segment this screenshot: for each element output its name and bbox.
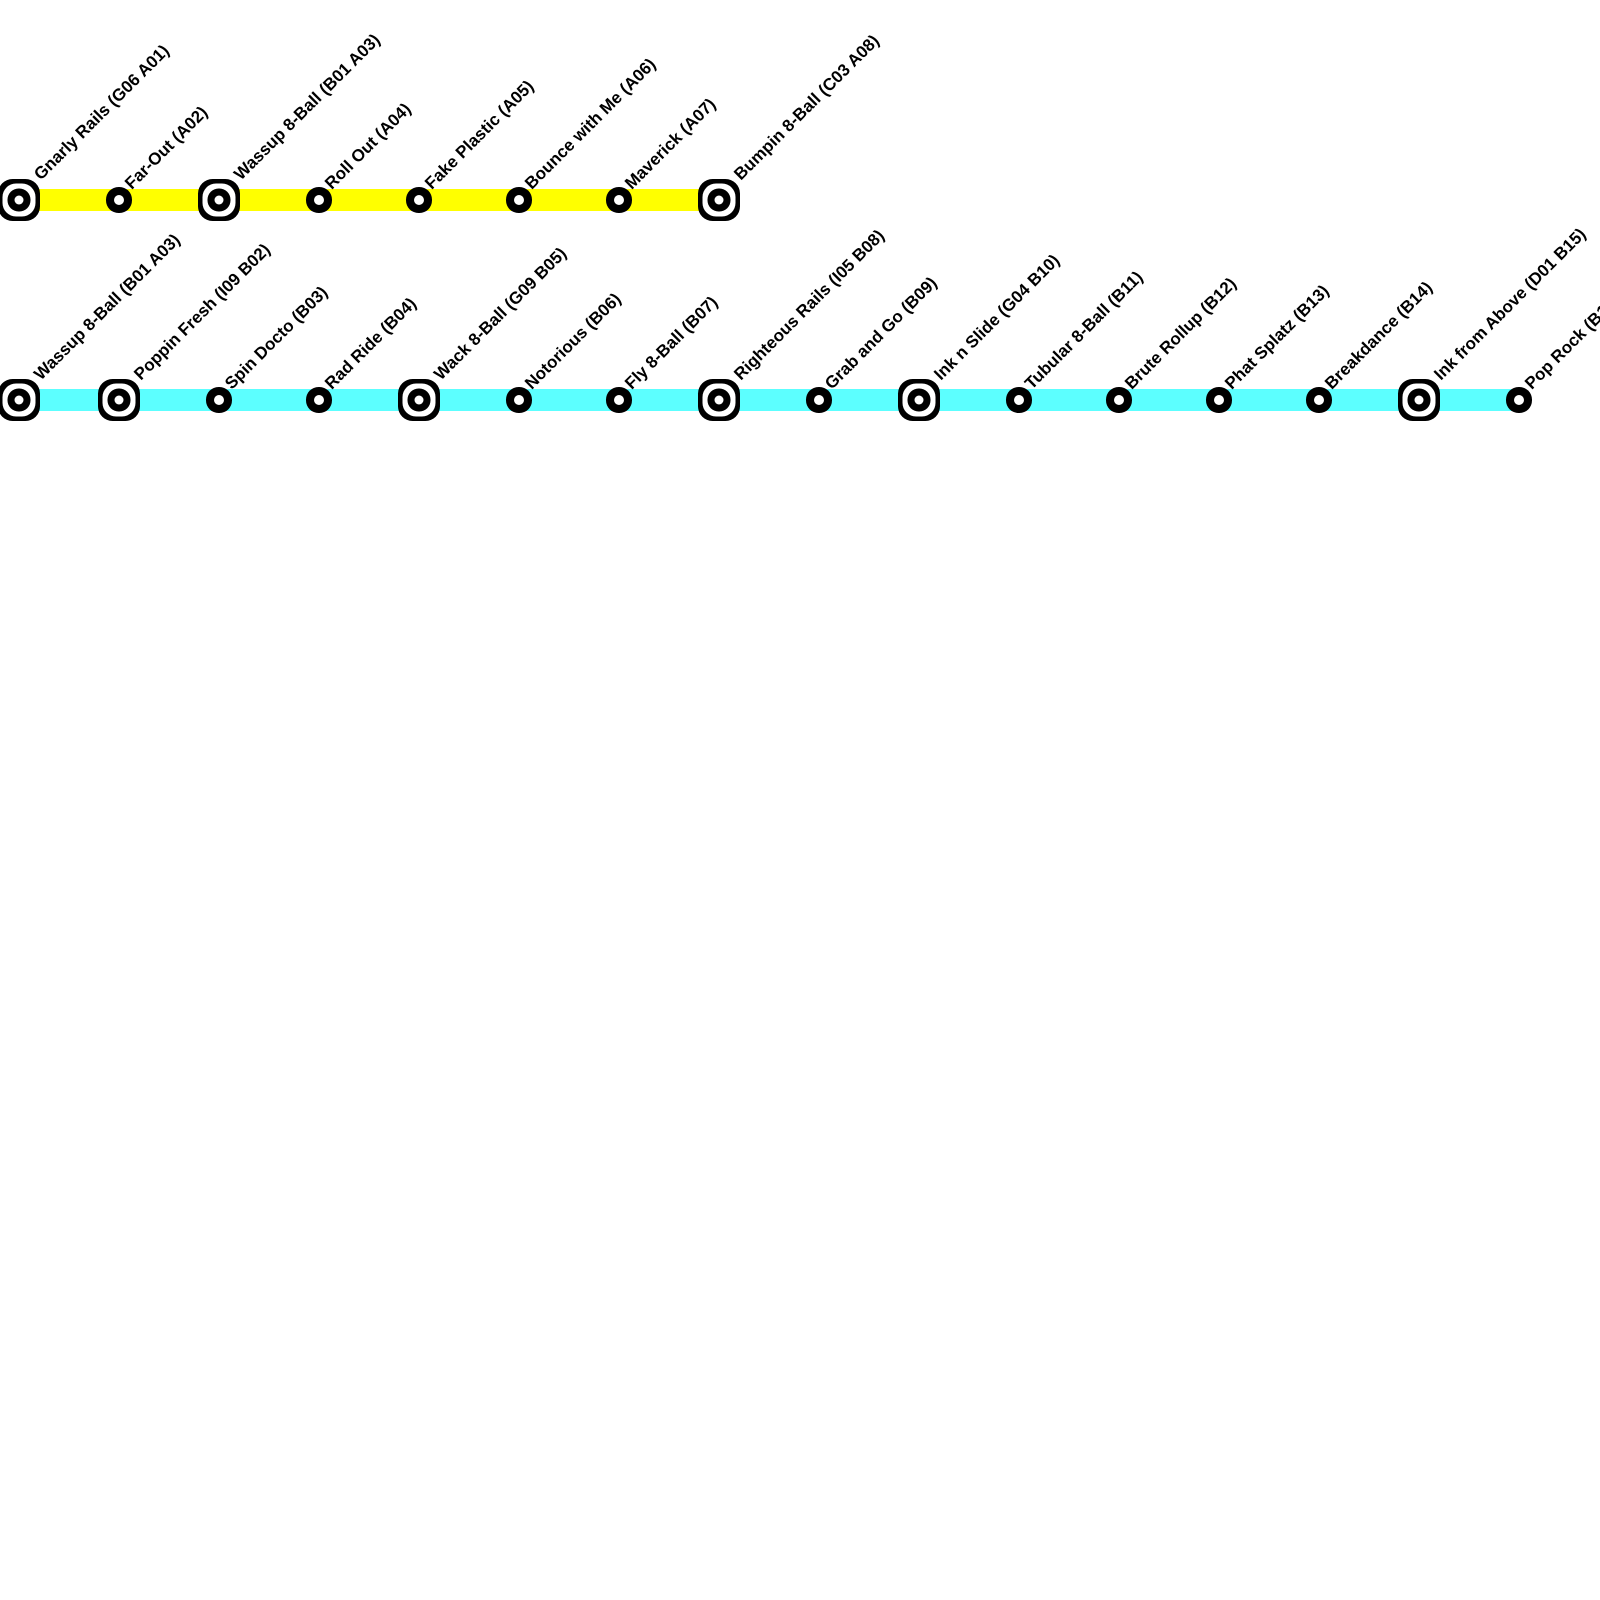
station-marker-far-out	[114, 195, 124, 205]
station-marker-bounce-with-me	[514, 195, 524, 205]
station-marker-pop-rock	[1514, 395, 1524, 405]
station-marker-fake-plastic	[414, 195, 424, 205]
cyan-line-bar	[19, 389, 1519, 411]
station-marker-wack-8ball	[414, 395, 424, 405]
station-marker-spin-docto	[214, 395, 224, 405]
station-marker-fly-8ball	[614, 395, 624, 405]
station-marker-gnarly-rails	[14, 195, 24, 205]
station-marker-ink-n-slide	[914, 395, 924, 405]
station-marker-breakdance	[1314, 395, 1324, 405]
station-marker-ink-from-above	[1414, 395, 1424, 405]
station-marker-notorious	[514, 395, 524, 405]
station-marker-wassup-8ball-a	[214, 195, 224, 205]
station-marker-bumpin-8ball	[714, 195, 724, 205]
yellow-line-bar	[19, 189, 719, 211]
station-marker-rad-ride	[314, 395, 324, 405]
station-marker-brute-rollup	[1114, 395, 1124, 405]
station-marker-tubular-8ball	[1014, 395, 1024, 405]
station-marker-maverick	[614, 195, 624, 205]
station-marker-righteous-rails	[714, 395, 724, 405]
station-marker-grab-and-go	[814, 395, 824, 405]
station-marker-poppin-fresh	[114, 395, 124, 405]
station-marker-phat-splatz	[1214, 395, 1224, 405]
station-marker-wassup-8ball-b	[14, 395, 24, 405]
station-marker-roll-out	[314, 195, 324, 205]
